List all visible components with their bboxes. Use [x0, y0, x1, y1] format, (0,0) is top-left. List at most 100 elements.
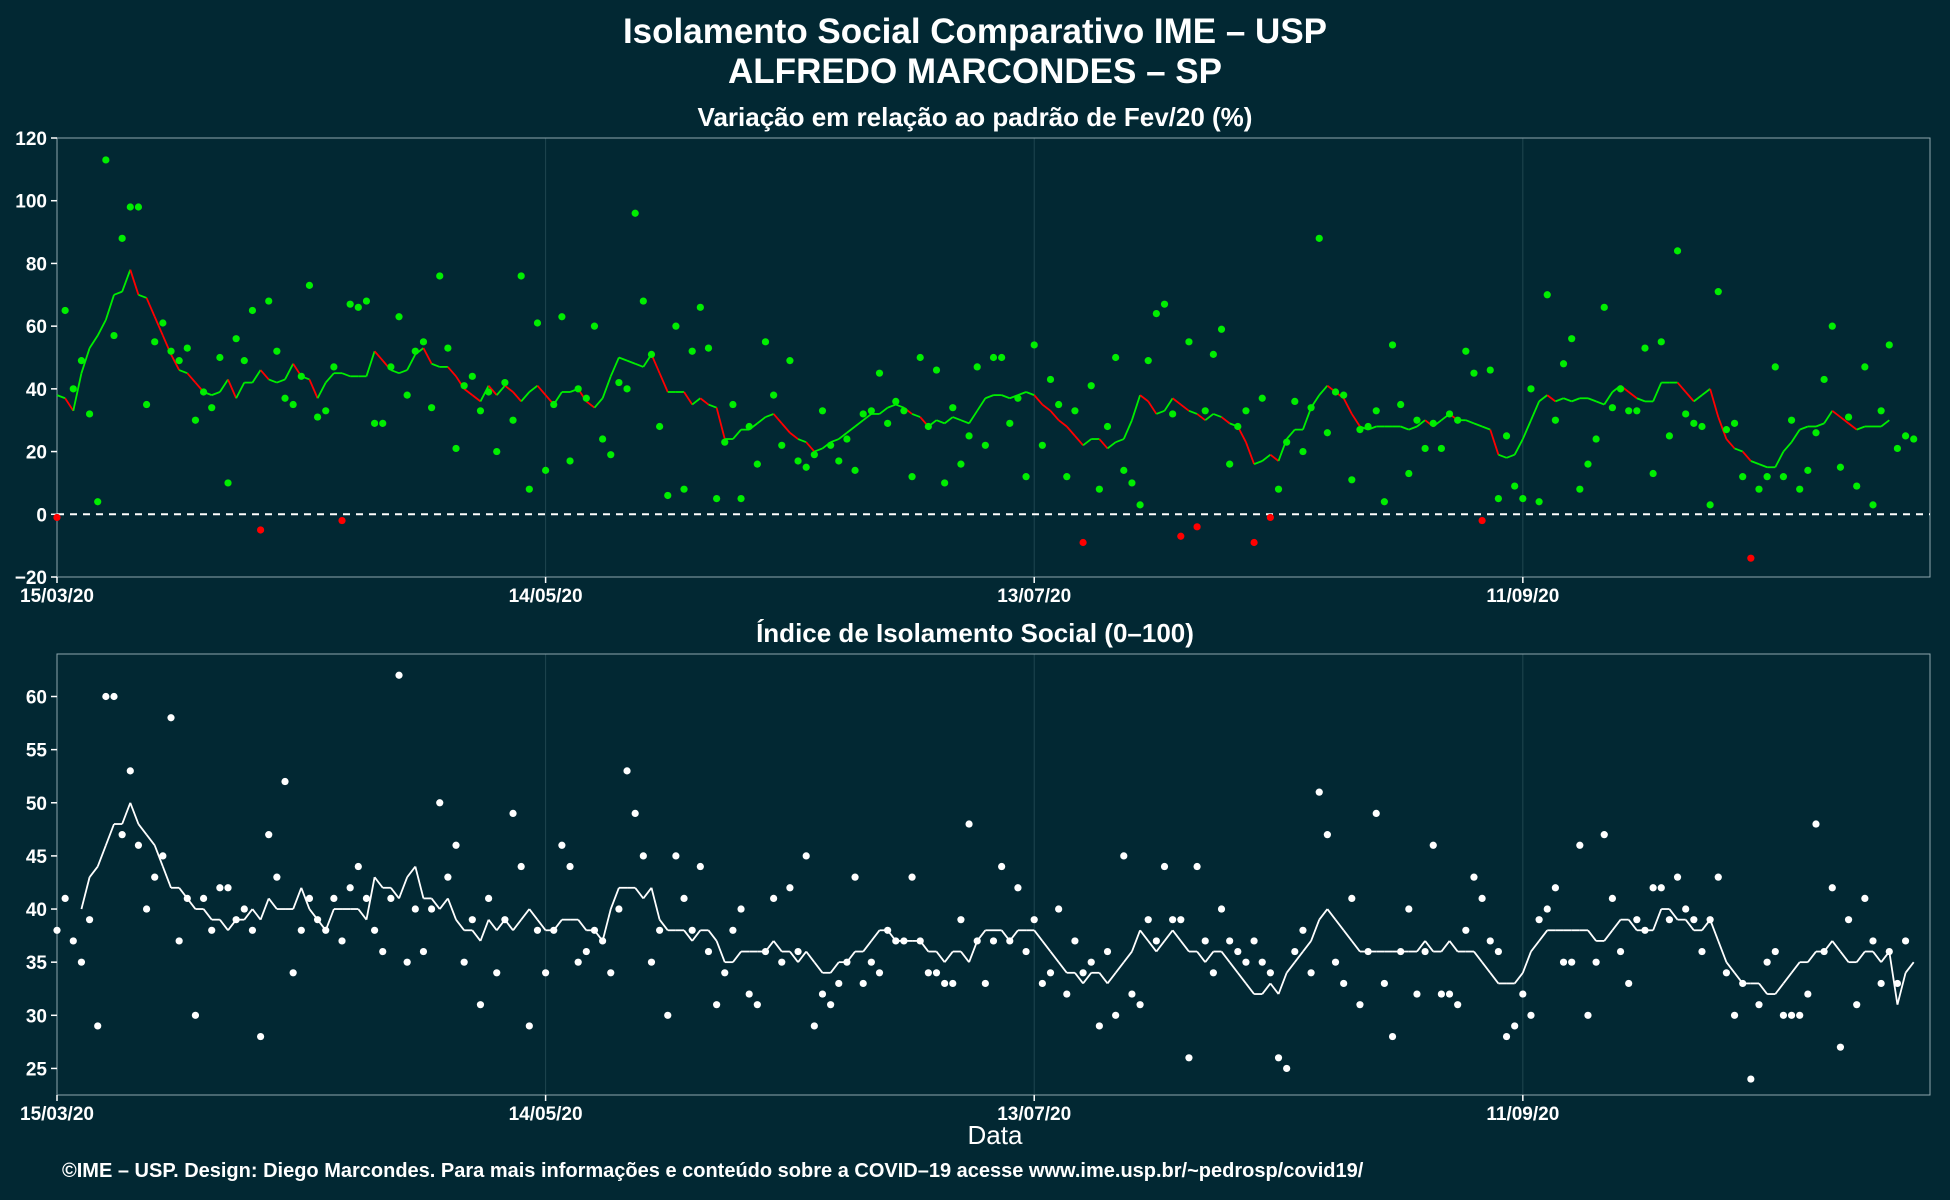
moving-average-segment: [365, 876, 376, 920]
moving-average-segment: [268, 897, 278, 910]
moving-average-segment: [585, 400, 596, 409]
top-panel-title: Variação em relação ao padrão de Fev/20 …: [697, 102, 1253, 132]
moving-average-segment: [1131, 929, 1141, 952]
data-point: [851, 466, 859, 474]
data-point: [338, 516, 346, 525]
data-point: [1527, 385, 1535, 393]
data-point: [1804, 990, 1812, 998]
data-point: [1315, 788, 1323, 796]
data-point: [240, 357, 248, 365]
moving-average-segment: [944, 416, 954, 425]
data-point: [118, 234, 126, 242]
data-point: [1470, 369, 1478, 377]
data-point: [1747, 554, 1755, 562]
moving-average-segment: [1277, 972, 1288, 995]
moving-average-segment: [1563, 397, 1573, 403]
data-point: [1445, 990, 1454, 998]
moving-average-segment: [1155, 940, 1166, 953]
data-point: [265, 831, 273, 839]
moving-average-segment: [1228, 961, 1239, 974]
data-point: [1299, 926, 1307, 934]
moving-average-segment: [1057, 961, 1068, 974]
data-point: [1543, 291, 1551, 299]
data-point: [1820, 375, 1828, 384]
moving-average-segment: [341, 372, 351, 378]
moving-average-segment: [1489, 429, 1500, 455]
moving-average-segment: [1318, 385, 1329, 396]
data-point: [875, 969, 884, 977]
data-point: [322, 926, 330, 934]
data-point: [1511, 482, 1519, 490]
data-point: [1853, 1001, 1861, 1009]
moving-average-segment: [626, 359, 636, 365]
data-point: [1250, 937, 1258, 945]
moving-average-segment: [683, 929, 693, 942]
moving-average-segment: [186, 372, 197, 384]
data-point: [1625, 407, 1633, 415]
data-point: [884, 419, 892, 427]
data-point: [1266, 969, 1274, 977]
data-point: [460, 382, 468, 390]
moving-average-segment: [1147, 940, 1158, 953]
data-point: [1706, 916, 1714, 924]
data-point: [1657, 884, 1665, 892]
data-point: [1836, 1043, 1845, 1051]
data-point: [134, 841, 143, 849]
moving-average-segment: [1709, 919, 1720, 942]
moving-average-segment: [1147, 400, 1158, 415]
moving-average-segment: [1790, 961, 1801, 974]
moving-average-segment: [952, 416, 962, 422]
moving-average-segment: [88, 865, 99, 878]
moving-average-segment: [1245, 441, 1255, 465]
moving-average-segment: [1880, 419, 1890, 428]
data-point: [1014, 884, 1022, 892]
data-point: [827, 1001, 835, 1009]
moving-average-segment: [1831, 410, 1841, 418]
moving-average-segment: [1513, 438, 1524, 456]
data-point: [134, 203, 143, 211]
data-point: [1217, 905, 1226, 913]
data-point: [1600, 303, 1608, 311]
moving-average-segment: [577, 919, 588, 931]
data-point: [1869, 937, 1877, 945]
moving-average-segment: [300, 887, 311, 910]
moving-average-segment: [1049, 950, 1060, 963]
moving-average-segment: [259, 369, 270, 381]
data-point: [53, 513, 61, 522]
data-point: [1022, 473, 1030, 481]
data-point: [1641, 344, 1649, 352]
data-point: [501, 916, 509, 924]
x-tick-label: 15/03/20: [20, 1104, 94, 1125]
data-point: [1120, 852, 1128, 860]
data-point: [1616, 947, 1625, 956]
moving-average-segment: [325, 372, 335, 384]
moving-average-segment: [1269, 982, 1280, 995]
moving-average-segment: [1196, 413, 1206, 421]
moving-average-segment: [1839, 416, 1850, 425]
moving-average-segment: [1799, 425, 1809, 431]
data-point: [835, 979, 843, 988]
data-point: [395, 313, 403, 321]
moving-average-segment: [487, 919, 498, 931]
data-point: [851, 873, 859, 881]
data-point: [957, 916, 965, 924]
data-point: [322, 407, 330, 415]
data-point: [175, 937, 183, 945]
data-point: [1812, 429, 1820, 437]
moving-average-segment: [691, 929, 702, 942]
data-point: [1226, 937, 1234, 945]
data-point: [159, 852, 167, 860]
y-tick-label: 20: [26, 443, 47, 464]
data-point: [436, 799, 444, 807]
data-point: [590, 322, 599, 330]
data-point: [1307, 969, 1315, 977]
data-point: [656, 926, 664, 934]
moving-average-segment: [814, 447, 823, 453]
data-point: [1796, 485, 1804, 493]
data-point: [281, 394, 289, 402]
data-point: [346, 884, 354, 892]
moving-average-segment: [1408, 425, 1418, 431]
moving-average-segment: [1611, 919, 1622, 931]
data-point: [248, 306, 257, 315]
data-point: [631, 809, 639, 817]
